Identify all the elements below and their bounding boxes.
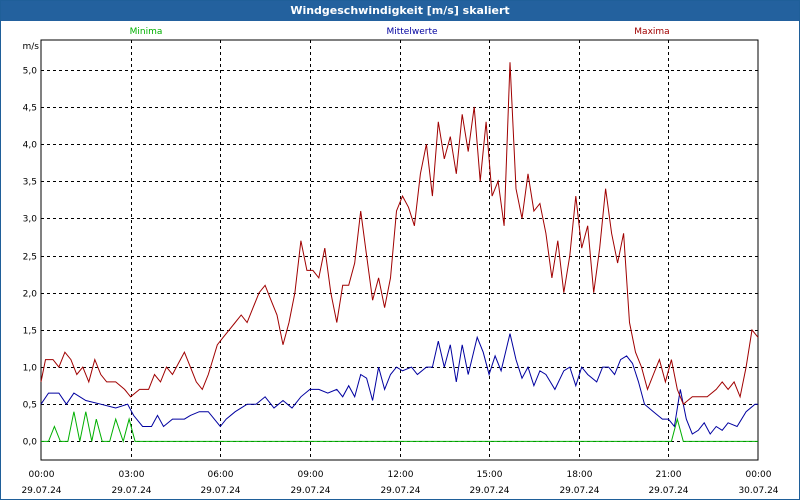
- x-tick-date: 30.07.24: [738, 486, 778, 496]
- x-tick-time: 09:00: [298, 470, 324, 480]
- plot-area: [40, 39, 759, 461]
- series-line-max: [40, 62, 759, 406]
- legend-entry-mean: Mittelwerte: [386, 27, 437, 37]
- series-line-min: [41, 411, 758, 444]
- series-lines: [40, 62, 759, 444]
- x-tick-time: 03:00: [119, 470, 145, 480]
- y-tick-label: 1,0: [23, 364, 38, 374]
- x-tick-time: 12:00: [388, 470, 414, 480]
- series-line-mean: [40, 333, 758, 435]
- y-tick-label: 4,5: [23, 104, 37, 114]
- x-tick-time: 00:00: [29, 470, 55, 480]
- y-tick-label: 0,5: [23, 401, 37, 411]
- x-tick-time: 06:00: [208, 470, 234, 480]
- y-tick-label: 3,5: [23, 178, 37, 188]
- x-tick-date: 29.07.24: [290, 486, 330, 496]
- x-tick-date: 29.07.24: [559, 486, 599, 496]
- x-axis: 00:00 29.07.24 03:00 29.07.24 06:00 29.07.24 0…: [21, 470, 778, 496]
- x-tick-time: 18:00: [567, 470, 593, 480]
- y-tick-label: 1,5: [23, 327, 37, 337]
- y-tick-label: 0,0: [23, 438, 38, 448]
- x-tick-date: 29.07.24: [111, 486, 151, 496]
- y-tick-label: 2,0: [23, 290, 38, 300]
- x-tick-date: 29.07.24: [200, 486, 240, 496]
- x-tick-date: 29.07.24: [380, 486, 420, 496]
- x-tick-date: 29.07.24: [469, 486, 509, 496]
- x-tick-date: 29.07.24: [648, 486, 688, 496]
- grid-lines: [40, 39, 759, 461]
- x-tick-time: 21:00: [656, 470, 682, 480]
- legend: Minima Mittelwerte Maxima: [130, 27, 670, 37]
- chart-title: Windgeschwindigkeit [m/s] skaliert: [1, 1, 799, 21]
- x-tick-time: 00:00: [746, 470, 772, 480]
- y-axis-label: m/s: [23, 42, 40, 52]
- legend-entry-min: Minima: [130, 27, 163, 37]
- y-axis: 5,0 4,5 4,0 3,5 3,0 2,5 2,0 1,5 1,0 0,5 0,0: [23, 67, 38, 448]
- y-tick-label: 5,0: [23, 67, 38, 77]
- y-tick-label: 4,0: [23, 141, 38, 151]
- x-tick-date: 29.07.24: [21, 486, 61, 496]
- x-tick-time: 15:00: [477, 470, 503, 480]
- y-tick-label: 2,5: [23, 253, 37, 263]
- legend-entry-max: Maxima: [634, 27, 669, 37]
- y-tick-label: 3,0: [23, 215, 38, 225]
